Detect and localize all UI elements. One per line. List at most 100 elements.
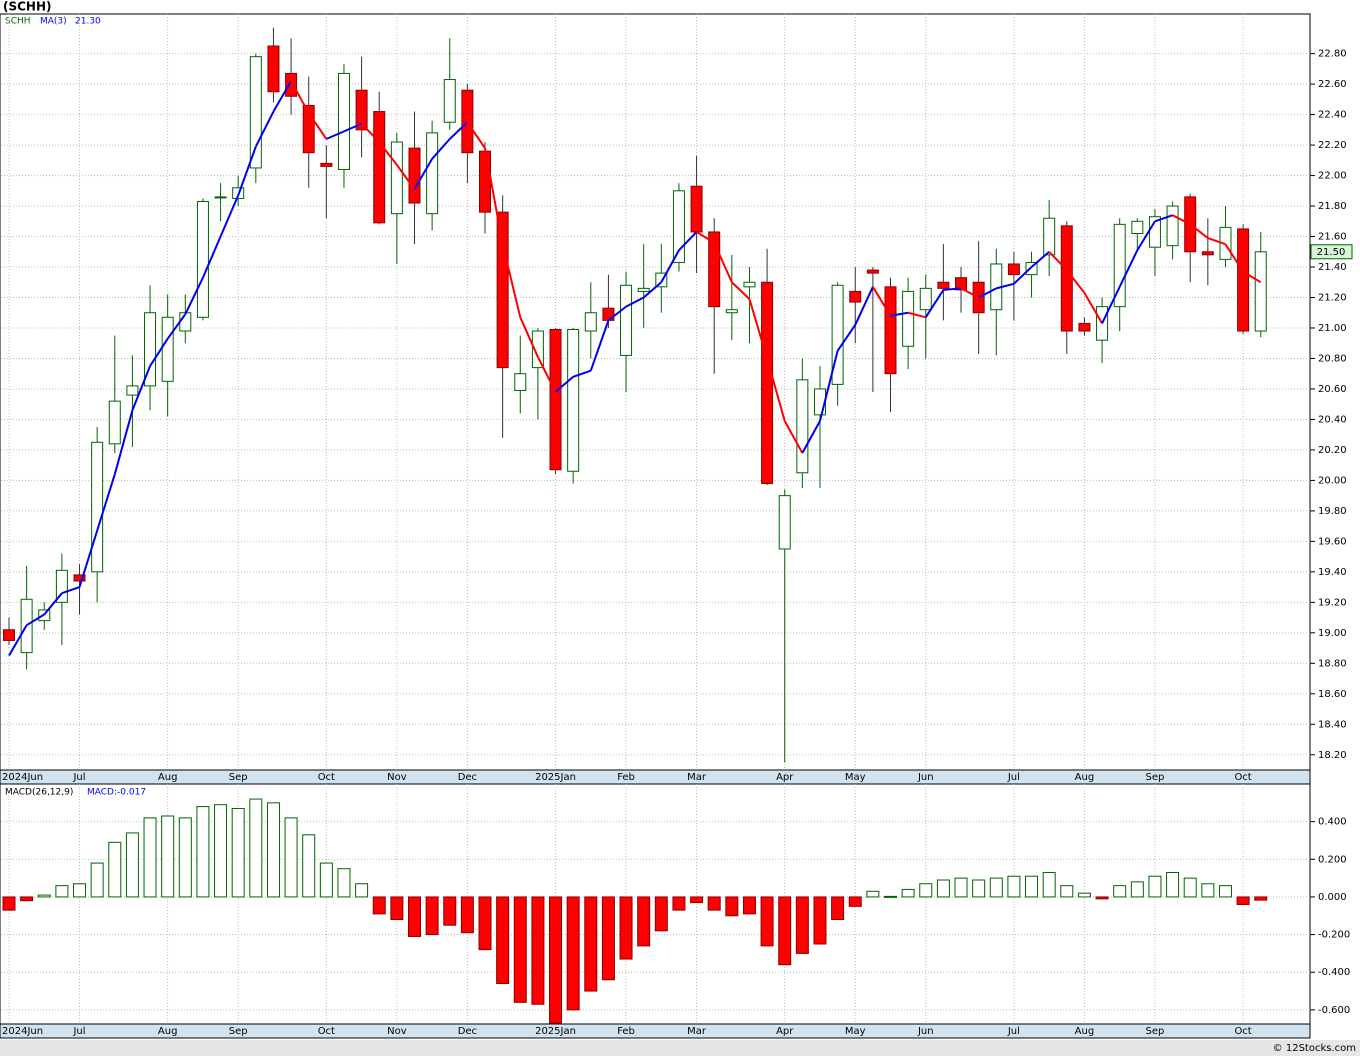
macd-bar — [37, 894, 51, 898]
macd-bar — [672, 896, 686, 911]
macd-bar — [108, 841, 122, 898]
price-tag-label: 21.50 — [1317, 247, 1346, 258]
macd-bar — [760, 896, 774, 947]
ma-segment — [572, 369, 592, 378]
x-tick-label: May — [845, 772, 866, 783]
candle-body — [761, 281, 774, 484]
y-tick-label: 20.20 — [1318, 445, 1347, 456]
macd-bar — [1077, 892, 1091, 898]
y-tick-label: 21.20 — [1318, 293, 1347, 304]
macd-bar — [901, 888, 915, 898]
y-tick-label: 20.60 — [1318, 384, 1347, 395]
ma-segment — [413, 158, 433, 190]
candle-body — [902, 290, 915, 347]
y-tick-label: -0.200 — [1318, 930, 1350, 941]
footer-band — [0, 1040, 1360, 1056]
macd-bar — [1060, 885, 1074, 898]
ma-segment — [1172, 214, 1191, 226]
ma-segment — [237, 146, 257, 196]
ma-segment — [589, 320, 610, 371]
macd-bar — [954, 877, 968, 898]
candle-body — [1131, 220, 1144, 234]
ma-segment — [61, 586, 80, 595]
y-tick-label: 19.20 — [1318, 597, 1347, 608]
ma-segment — [96, 474, 116, 531]
candle-body — [831, 284, 844, 385]
ma-segment — [907, 311, 927, 319]
x-tick-label: 2025Jan — [535, 772, 576, 783]
macd-bar — [161, 815, 175, 898]
ma-segment — [343, 122, 362, 133]
x-tick-label: Dec — [458, 772, 477, 783]
y-tick-label: 19.00 — [1318, 628, 1347, 639]
ma-segment — [131, 365, 151, 411]
y-tick-label: 18.40 — [1318, 719, 1347, 730]
candle-body — [1201, 251, 1214, 256]
y-tick-label: 21.00 — [1318, 323, 1347, 334]
x-axis-band — [0, 769, 1311, 785]
candle-body — [919, 287, 932, 311]
ma-segment — [307, 112, 328, 140]
y-tick-label: 0.000 — [1318, 892, 1347, 903]
candle-body — [937, 281, 950, 289]
macd-bar — [1218, 885, 1232, 898]
macd-bar — [742, 896, 756, 915]
legend-ticker: SCHH — [5, 17, 31, 27]
ma-segment — [1154, 214, 1173, 223]
ma-segment — [466, 121, 486, 149]
y-tick-label: 22.80 — [1318, 49, 1347, 60]
ma-segment — [696, 231, 715, 244]
ma-segment — [748, 298, 769, 359]
macd-bar — [848, 896, 862, 907]
candle-body — [796, 379, 809, 474]
ma-segment — [519, 316, 539, 358]
candle-body — [355, 89, 368, 131]
x-tick-label: Jun — [917, 1026, 934, 1037]
y-tick-label: 0.200 — [1318, 854, 1347, 865]
ma-segment — [78, 530, 99, 588]
candle-body — [373, 111, 386, 224]
candle-body — [708, 231, 721, 308]
x-tick-label: Oct — [318, 772, 335, 783]
ma-segment — [890, 311, 909, 317]
macd-bar — [566, 896, 580, 1011]
candle-body — [3, 629, 15, 641]
macd-bar — [1130, 881, 1144, 898]
candle-body — [514, 373, 527, 391]
macd-bar — [390, 896, 404, 921]
y-tick-label: 20.80 — [1318, 353, 1347, 364]
y-tick-label: 18.80 — [1318, 658, 1347, 669]
ma-segment — [978, 287, 997, 299]
ma-segment — [943, 287, 962, 291]
macd-bar — [619, 896, 633, 960]
macd-bar — [1095, 896, 1109, 900]
x-tick-label: Sep — [1146, 772, 1165, 783]
x-tick-label: Jun — [917, 772, 934, 783]
ma-segment — [678, 231, 698, 251]
ma-segment — [1030, 251, 1050, 268]
candle-body — [1237, 228, 1250, 332]
x-tick-label: 2025Jan — [535, 1026, 576, 1037]
ma-segment — [819, 350, 839, 422]
macd-bar — [196, 806, 210, 898]
macd-bar — [284, 817, 298, 898]
candle-body — [1078, 322, 1091, 332]
ma-segment — [1101, 286, 1121, 324]
y-tick-label: 19.40 — [1318, 567, 1347, 578]
candle-body — [337, 72, 350, 170]
y-tick-label: 18.20 — [1318, 750, 1347, 761]
candle-body — [320, 162, 333, 167]
ma-segment — [202, 236, 222, 279]
macd-bar — [1254, 896, 1268, 901]
x-tick-label: May — [845, 1026, 866, 1037]
ma-segment — [325, 130, 345, 140]
macd-bar — [1042, 871, 1056, 898]
x-tick-label: Apr — [776, 772, 794, 783]
macd-bar — [1148, 875, 1162, 898]
macd-bar — [654, 896, 668, 932]
ma-segment — [1224, 243, 1244, 273]
macd-bar — [231, 807, 245, 898]
legend-ma: MA(3) — [40, 17, 67, 27]
ma-segment — [854, 286, 874, 326]
macd-bar — [725, 896, 739, 917]
